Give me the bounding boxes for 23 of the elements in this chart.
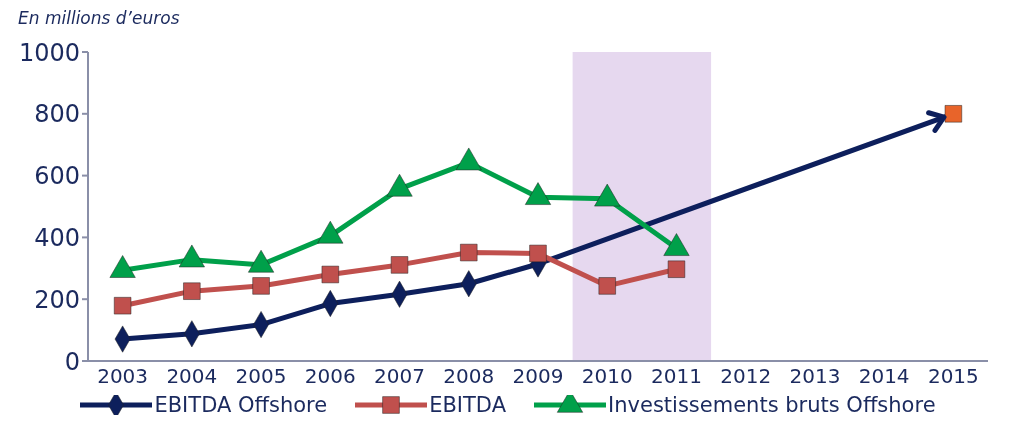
y-tick-label: 0 (64, 347, 80, 376)
x-tick-label: 2003 (97, 364, 149, 389)
x-tick-label: 2006 (304, 364, 356, 389)
legend-label: EBITDA (429, 393, 507, 417)
x-tick-label: 2012 (720, 364, 772, 389)
x-tick-label: 2011 (651, 364, 702, 389)
x-tick-label: 2014 (858, 364, 910, 389)
x-tick-label: 2009 (512, 364, 564, 389)
x-tick-label: 2010 (581, 364, 633, 389)
legend-label: EBITDA Offshore (154, 393, 328, 417)
x-tick-label: 2008 (443, 364, 495, 389)
chart-title: En millions d’euros (17, 8, 181, 30)
y-tick-label: 1000 (18, 38, 80, 67)
x-tick-label: 2005 (235, 364, 287, 389)
x-tick-label: 2013 (789, 364, 841, 389)
y-tick-label: 200 (34, 285, 80, 314)
x-tick-label: 2007 (374, 364, 425, 389)
y-tick-label: 400 (34, 223, 80, 252)
y-tick-label: 800 (34, 100, 80, 129)
legend-label: Investissements bruts Offshore (608, 393, 936, 417)
x-tick-label: 2004 (166, 364, 218, 389)
x-tick-label: 2015 (927, 364, 979, 389)
y-tick-label: 600 (34, 162, 80, 191)
